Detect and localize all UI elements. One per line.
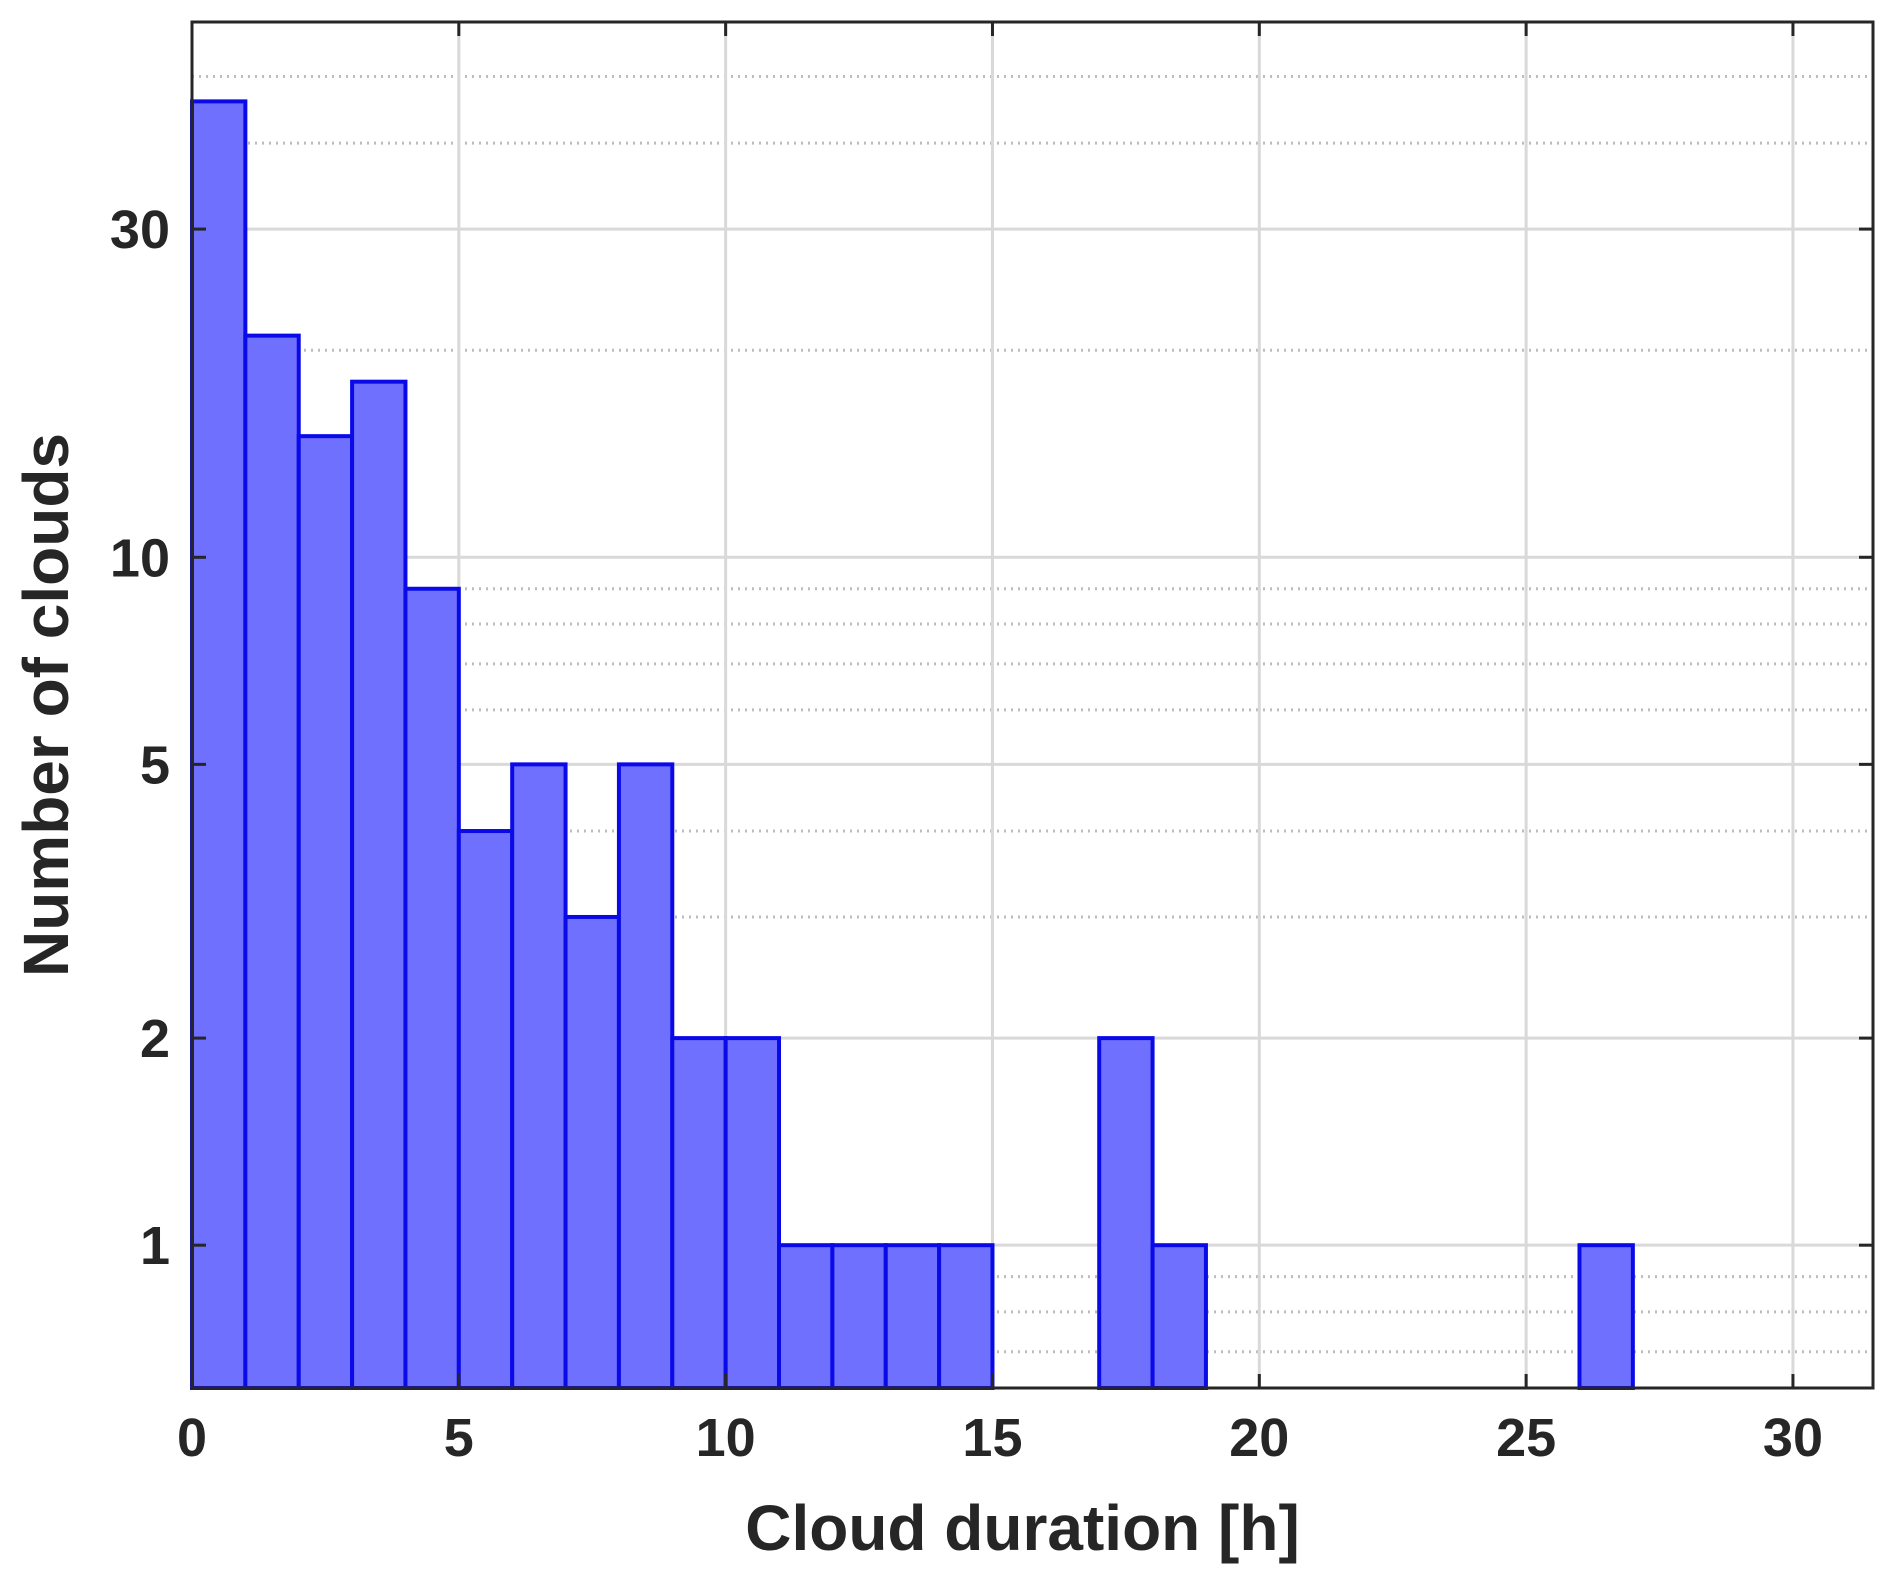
histogram-bar [563, 914, 621, 1390]
x-tick-label: 20 [1229, 1408, 1289, 1468]
y-tick-label: 1 [140, 1216, 170, 1276]
histogram-bar [1150, 1243, 1208, 1390]
bars-layer [190, 99, 1635, 1391]
histogram-bar [1577, 1243, 1635, 1390]
histogram-bar [243, 333, 301, 1391]
histogram-bar [777, 1243, 835, 1390]
histogram-bar [723, 1036, 782, 1391]
x-tick-label: 0 [177, 1408, 207, 1468]
histogram-bar [403, 586, 461, 1390]
x-tick-label: 30 [1763, 1408, 1823, 1468]
histogram-bar [456, 829, 515, 1390]
histogram-bar [670, 1036, 728, 1391]
x-axis-label: Cloud duration [h] [745, 1492, 1300, 1564]
histogram-bar [937, 1243, 995, 1390]
y-tick-label: 5 [140, 735, 170, 795]
y-tick-label: 10 [110, 528, 170, 588]
histogram-bar [830, 1243, 888, 1390]
histogram-bar [1097, 1036, 1155, 1391]
x-tick-label: 10 [696, 1408, 756, 1468]
histogram-bar [616, 762, 675, 1390]
histogram-bar [190, 99, 248, 1390]
ticks-layer [190, 22, 1873, 1388]
histogram-bar [510, 762, 568, 1390]
y-axis-label: Number of clouds [10, 433, 82, 977]
histogram-bar [296, 434, 355, 1390]
x-tick-label: 25 [1496, 1408, 1556, 1468]
histogram-bar [350, 379, 408, 1390]
axes-box [190, 20, 1875, 1390]
y-tick-label: 2 [140, 1009, 170, 1069]
x-tick-label: 5 [444, 1408, 474, 1468]
histogram-bar [883, 1243, 942, 1390]
x-tick-label: 15 [962, 1408, 1022, 1468]
y-tick-label: 30 [110, 200, 170, 260]
